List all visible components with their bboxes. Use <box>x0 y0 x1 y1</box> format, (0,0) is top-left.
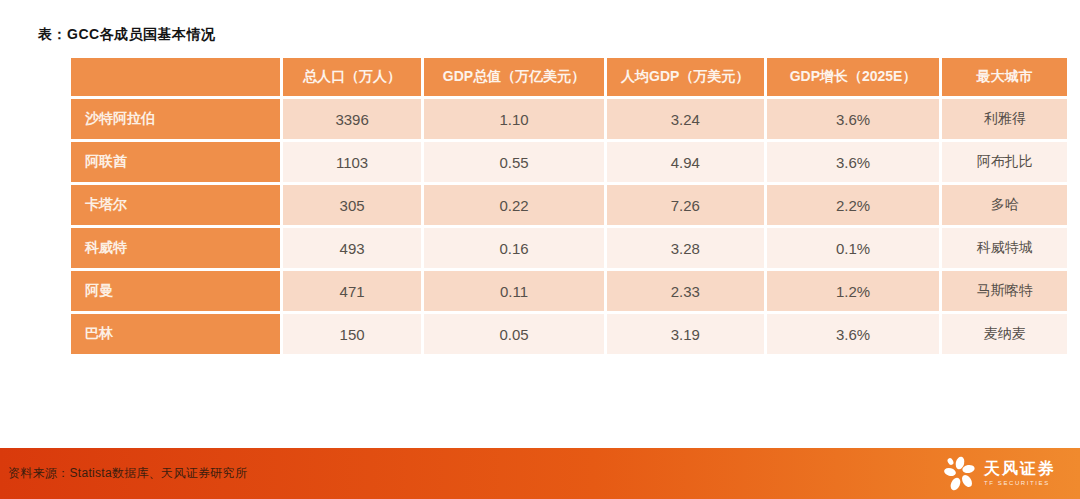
table-row: 阿联酋 1103 0.55 4.94 3.6% 阿布扎比 <box>71 142 1067 182</box>
column-header-gdp-total: GDP总值（万亿美元） <box>424 58 604 96</box>
gdp-total-cell: 0.05 <box>424 314 604 354</box>
column-header-population: 总人口（万人） <box>283 58 421 96</box>
gdp-per-capita-cell: 3.28 <box>607 228 764 268</box>
tf-securities-logo: 天风证券 TF SECURITIES <box>943 455 1056 493</box>
table-header-row: 总人口（万人） GDP总值（万亿美元） 人均GDP（万美元） GDP增长（202… <box>71 58 1067 96</box>
gdp-growth-cell: 1.2% <box>767 271 940 311</box>
gdp-per-capita-cell: 7.26 <box>607 185 764 225</box>
country-cell: 阿联酋 <box>71 142 280 182</box>
table-row: 沙特阿拉伯 3396 1.10 3.24 3.6% 利雅得 <box>71 99 1067 139</box>
country-cell: 沙特阿拉伯 <box>71 99 280 139</box>
gdp-total-cell: 0.11 <box>424 271 604 311</box>
gdp-per-capita-cell: 2.33 <box>607 271 764 311</box>
report-title: 表：GCC各成员国基本情况 <box>38 26 216 44</box>
column-header-largest-city: 最大城市 <box>942 58 1067 96</box>
country-cell: 科威特 <box>71 228 280 268</box>
gdp-growth-cell: 2.2% <box>767 185 940 225</box>
gdp-per-capita-cell: 3.19 <box>607 314 764 354</box>
gdp-total-cell: 0.55 <box>424 142 604 182</box>
largest-city-cell: 麦纳麦 <box>942 314 1067 354</box>
gdp-total-cell: 0.16 <box>424 228 604 268</box>
country-cell: 巴林 <box>71 314 280 354</box>
population-cell: 493 <box>283 228 421 268</box>
column-header-gdp-per-capita: 人均GDP（万美元） <box>607 58 764 96</box>
column-header-country <box>71 58 280 96</box>
gdp-per-capita-cell: 3.24 <box>607 99 764 139</box>
source-note: 资料来源：Statista数据库、天风证券研究所 <box>8 465 247 482</box>
gdp-total-cell: 1.10 <box>424 99 604 139</box>
table-row: 巴林 150 0.05 3.19 3.6% 麦纳麦 <box>71 314 1067 354</box>
flower-icon <box>943 455 977 493</box>
brand-text: 天风证券 TF SECURITIES <box>984 461 1056 486</box>
largest-city-cell: 马斯喀特 <box>942 271 1067 311</box>
population-cell: 150 <box>283 314 421 354</box>
table-row: 阿曼 471 0.11 2.33 1.2% 马斯喀特 <box>71 271 1067 311</box>
population-cell: 471 <box>283 271 421 311</box>
population-cell: 1103 <box>283 142 421 182</box>
population-cell: 3396 <box>283 99 421 139</box>
largest-city-cell: 阿布扎比 <box>942 142 1067 182</box>
country-cell: 卡塔尔 <box>71 185 280 225</box>
largest-city-cell: 利雅得 <box>942 99 1067 139</box>
table-row: 卡塔尔 305 0.22 7.26 2.2% 多哈 <box>71 185 1067 225</box>
gcc-table: 总人口（万人） GDP总值（万亿美元） 人均GDP（万美元） GDP增长（202… <box>68 55 1070 357</box>
gdp-growth-cell: 3.6% <box>767 142 940 182</box>
column-header-gdp-growth: GDP增长（2025E） <box>767 58 940 96</box>
gcc-table-container: 总人口（万人） GDP总值（万亿美元） 人均GDP（万美元） GDP增长（202… <box>68 55 1070 357</box>
gdp-growth-cell: 0.1% <box>767 228 940 268</box>
footer-band: 资料来源：Statista数据库、天风证券研究所 天风证券 TF SECURIT… <box>0 448 1080 499</box>
brand-name: 天风证券 <box>984 461 1056 478</box>
largest-city-cell: 科威特城 <box>942 228 1067 268</box>
table-row: 科威特 493 0.16 3.28 0.1% 科威特城 <box>71 228 1067 268</box>
brand-subtitle: TF SECURITIES <box>984 480 1056 486</box>
gdp-per-capita-cell: 4.94 <box>607 142 764 182</box>
gdp-growth-cell: 3.6% <box>767 99 940 139</box>
largest-city-cell: 多哈 <box>942 185 1067 225</box>
country-cell: 阿曼 <box>71 271 280 311</box>
population-cell: 305 <box>283 185 421 225</box>
gdp-total-cell: 0.22 <box>424 185 604 225</box>
gdp-growth-cell: 3.6% <box>767 314 940 354</box>
